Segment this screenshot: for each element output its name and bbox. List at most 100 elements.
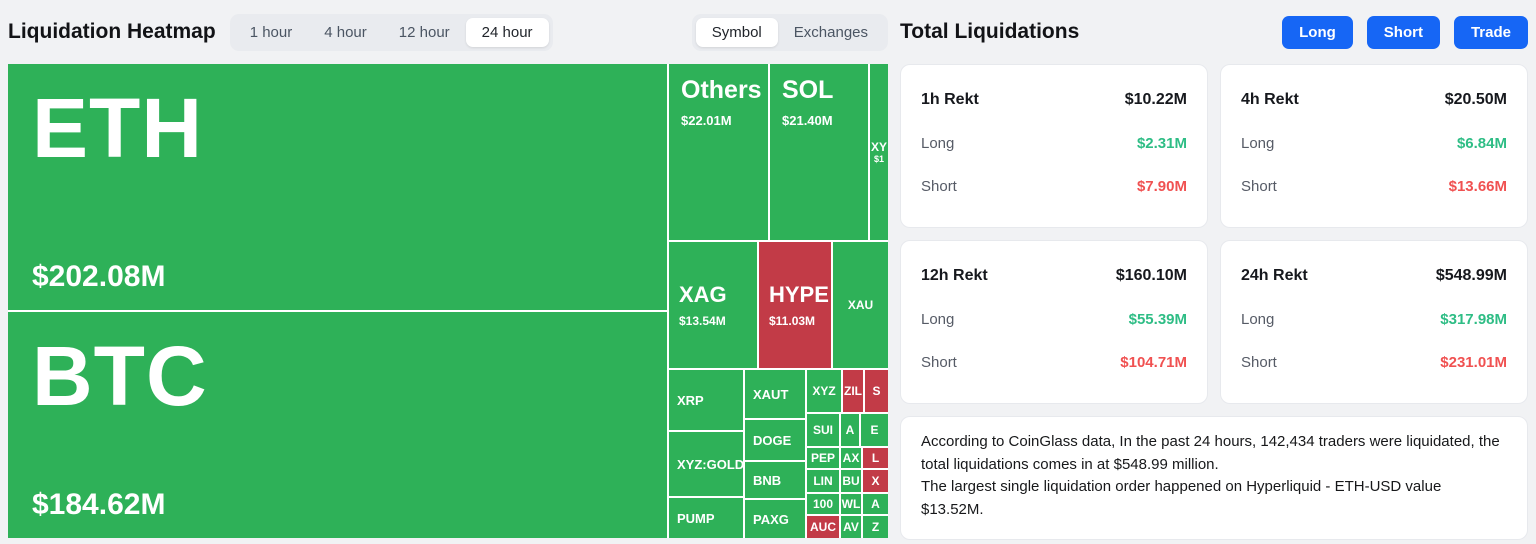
heatmap-tile-a[interactable]: A: [863, 494, 888, 514]
tile-symbol: X: [871, 474, 880, 488]
view-mode-tabs: Symbol Exchanges: [691, 13, 888, 51]
tile-value: $22.01M: [681, 113, 732, 128]
tab-1-hour[interactable]: 1 hour: [234, 18, 309, 47]
tile-symbol: PEP: [810, 451, 835, 465]
heatmap-tile-l[interactable]: L: [863, 448, 888, 468]
tile-value: $184.62M: [32, 488, 166, 521]
heatmap-tile-pump[interactable]: PUMP: [669, 498, 743, 538]
tile-symbol: LIN: [813, 474, 833, 488]
tile-value: $21.40M: [782, 113, 833, 128]
tile-symbol: SUI: [812, 423, 833, 437]
long-label: Long: [921, 135, 955, 152]
tile-symbol: ETH: [32, 81, 203, 175]
heatmap-tile-btc[interactable]: BTC $184.62M: [8, 312, 667, 538]
page-title: Liquidation Heatmap: [8, 20, 216, 43]
rekt-period-label: 12h Rekt: [921, 267, 988, 284]
heatmap-tile-xag[interactable]: XAG $13.54M: [669, 242, 757, 368]
tile-symbol: XAG: [679, 282, 727, 307]
time-range-tabs: 1 hour 4 hour 12 hour 24 hour: [229, 13, 553, 51]
summary-line-2: The largest single liquidation order hap…: [921, 478, 1442, 518]
heatmap-tile-xrp[interactable]: XRP: [669, 370, 743, 430]
heatmap-tile-ax[interactable]: AX: [841, 448, 861, 468]
tile-symbol: PAXG: [753, 511, 789, 527]
tile-symbol: A: [845, 423, 855, 437]
heatmap-tile-s[interactable]: S: [865, 370, 888, 412]
long-label: Long: [1241, 135, 1275, 152]
heatmap-tile-paxg[interactable]: PAXG: [745, 500, 805, 538]
heatmap-tile-lin[interactable]: LIN: [807, 470, 839, 492]
tile-symbol: 100: [812, 497, 834, 511]
heatmap-tile-wl[interactable]: WL: [841, 494, 861, 514]
liquidation-summary-card: According to CoinGlass data, In the past…: [900, 416, 1528, 540]
tile-symbol: S: [872, 384, 881, 398]
heatmap-tile-sui[interactable]: SUI: [807, 414, 839, 446]
short-label: Short: [1241, 178, 1277, 195]
heatmap-header: Liquidation Heatmap 1 hour 4 hour 12 hou…: [8, 0, 888, 64]
heatmap-tile-xyz[interactable]: XYZ: [807, 370, 841, 412]
short-value: $13.66M: [1448, 178, 1507, 195]
heatmap-tile-hype[interactable]: HYPE $11.03M: [759, 242, 831, 368]
short-value: $7.90M: [1136, 178, 1187, 195]
heatmap-tile-sol[interactable]: SOL $21.40M: [770, 64, 868, 240]
heatmap-tile-bnb[interactable]: BNB: [745, 462, 805, 498]
tile-value: $1: [873, 154, 884, 164]
tile-symbol: WL: [841, 497, 861, 511]
tile-symbol: BU: [842, 474, 860, 488]
stat-card-1h: 1h Rekt $10.22M Long $2.31M Short $7.90M: [900, 64, 1208, 228]
panel-actions: Long Short Trade: [1282, 15, 1528, 49]
heatmap-tile-x[interactable]: X: [863, 470, 888, 492]
heatmap-tile-xau[interactable]: XAU: [833, 242, 888, 368]
tab-exchanges[interactable]: Exchanges: [778, 18, 884, 47]
heatmap-tile-xy[interactable]: XY $1: [870, 64, 888, 240]
tab-12-hour[interactable]: 12 hour: [383, 18, 466, 47]
tile-symbol: XAUT: [753, 386, 789, 402]
rekt-total-value: $20.50M: [1444, 91, 1507, 108]
tab-symbol[interactable]: Symbol: [695, 17, 778, 47]
tile-symbol: XRP: [677, 392, 704, 408]
heatmap-tile-bu[interactable]: BU: [841, 470, 861, 492]
tile-symbol: Others: [681, 76, 762, 104]
tab-4-hour[interactable]: 4 hour: [308, 18, 383, 47]
heatmap-tile-others[interactable]: Others $22.01M: [669, 64, 768, 240]
long-button[interactable]: Long: [1282, 15, 1353, 49]
tile-value: $13.54M: [679, 314, 726, 328]
tile-symbol: XY: [870, 140, 887, 154]
heatmap-tile-xaut[interactable]: XAUT: [745, 370, 805, 418]
rekt-stat-cards: 1h Rekt $10.22M Long $2.31M Short $7.90M…: [900, 64, 1528, 404]
tile-symbol: DOGE: [753, 432, 792, 448]
heatmap-tile-e[interactable]: E: [861, 414, 888, 446]
heatmap-tile-auc[interactable]: AUC: [807, 516, 839, 538]
tile-symbol: HYPE: [769, 282, 829, 307]
long-label: Long: [1241, 311, 1275, 328]
liquidation-heatmap: ETH $202.08M BTC $184.62M Others $22.01M SOL $2…: [8, 64, 888, 538]
tile-symbol: A: [871, 497, 880, 511]
short-value: $104.71M: [1120, 354, 1187, 371]
heatmap-tile-xyz:gold[interactable]: XYZ:GOLD: [669, 432, 743, 496]
rekt-total-value: $10.22M: [1124, 91, 1187, 108]
tile-symbol: L: [871, 451, 880, 465]
trade-button[interactable]: Trade: [1453, 15, 1528, 49]
tab-24-hour[interactable]: 24 hour: [465, 17, 549, 47]
rekt-period-label: 1h Rekt: [921, 91, 979, 108]
heatmap-tile-eth[interactable]: ETH $202.08M: [8, 64, 667, 310]
tile-value: $11.03M: [769, 314, 816, 328]
heatmap-tile-pep[interactable]: PEP: [807, 448, 839, 468]
tile-symbol: PUMP: [677, 510, 715, 526]
rekt-total-value: $548.99M: [1435, 267, 1507, 284]
heatmap-tile-zil[interactable]: ZIL: [843, 370, 863, 412]
heatmap-tile-a[interactable]: A: [841, 414, 859, 446]
stat-card-4h: 4h Rekt $20.50M Long $6.84M Short $13.66…: [1220, 64, 1528, 228]
heatmap-tile-doge[interactable]: DOGE: [745, 420, 805, 460]
tile-symbol: E: [870, 423, 879, 437]
short-button[interactable]: Short: [1366, 15, 1440, 49]
total-liquidations-title: Total Liquidations: [900, 20, 1080, 43]
tile-value: $202.08M: [32, 260, 166, 293]
heatmap-tile-100[interactable]: 100: [807, 494, 839, 514]
heatmap-tile-z[interactable]: Z: [863, 516, 888, 538]
long-value: $2.31M: [1136, 135, 1187, 152]
short-label: Short: [1241, 354, 1277, 371]
short-label: Short: [921, 354, 957, 371]
tile-symbol: ZIL: [844, 384, 862, 398]
heatmap-tile-av[interactable]: AV: [841, 516, 861, 538]
